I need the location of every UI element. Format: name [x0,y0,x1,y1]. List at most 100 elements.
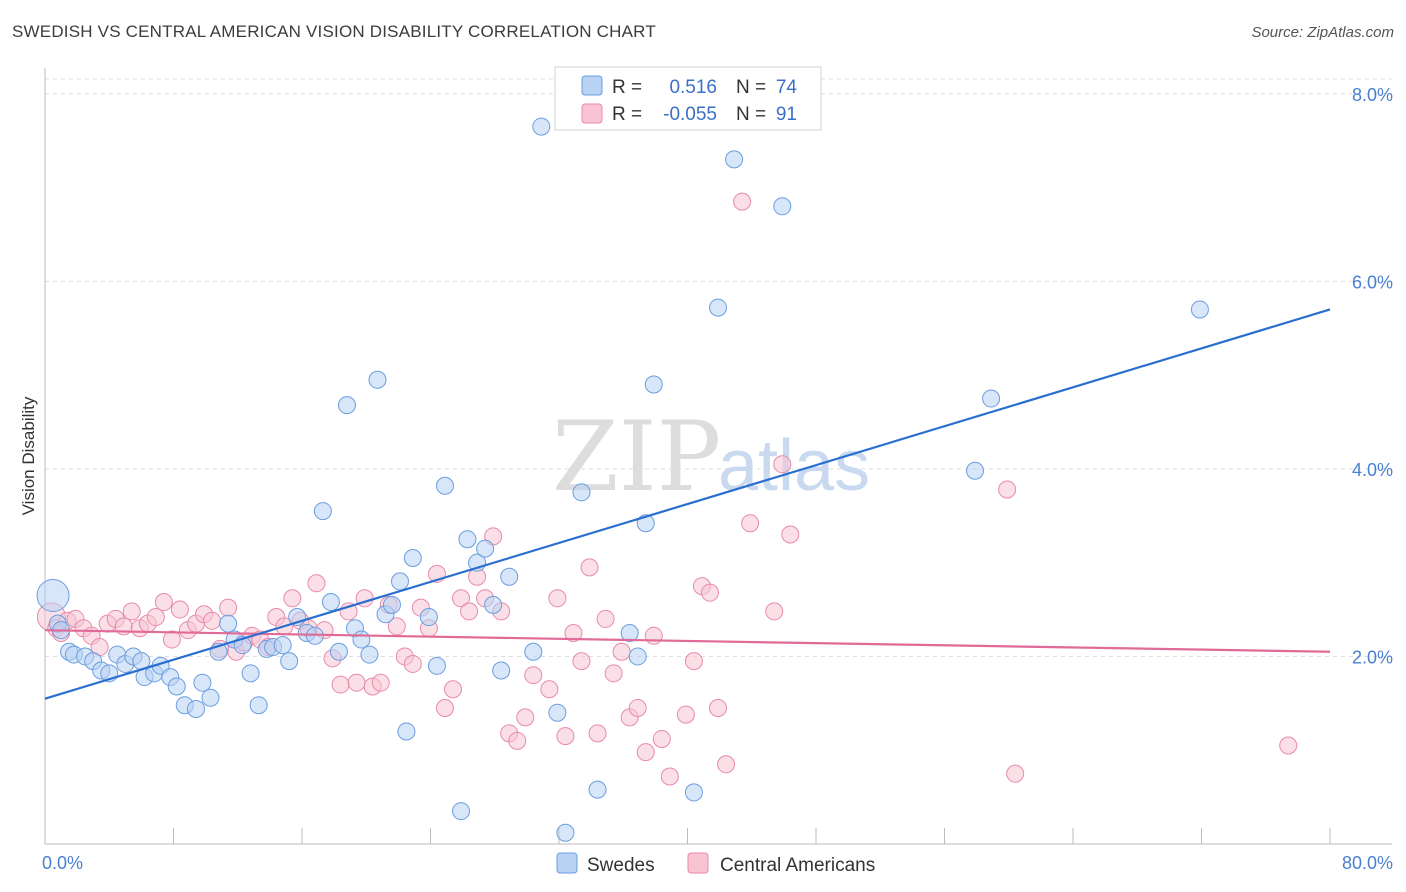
central-point [1279,736,1298,755]
swedes-point [458,530,477,549]
central-point [596,609,615,628]
central-point [540,680,559,699]
swedes-point [548,703,567,722]
central-point [219,598,238,617]
swedes-point [352,630,371,649]
swedes-point [321,593,340,612]
swedes-point [219,614,238,633]
central-legend-swatch [581,103,603,124]
central-point [146,608,165,627]
chart-title: SWEDISH VS CENTRAL AMERICAN VISION DISAB… [12,22,656,41]
swedes-point [1190,300,1209,319]
swedes-point [337,396,356,415]
central-point [524,666,543,685]
central-point [628,699,647,718]
watermark: ZIP atlas [552,401,870,513]
central-point [660,767,679,786]
swedes-legend-swatch [581,75,603,96]
central-point [170,600,189,619]
swedes-point [644,375,663,394]
central-point [283,589,302,608]
swedes-point [397,722,416,741]
swedes-point [684,783,703,802]
central-point [516,708,535,727]
swedes-point [280,652,299,671]
swedes-point [427,656,446,675]
central-point [636,743,655,762]
y-tick-label: 2.0% [1352,647,1393,667]
swedes-point [620,623,639,642]
central-point [435,699,454,718]
swedes-point [186,699,205,718]
swedes-point [628,647,647,666]
trend-lines [44,308,1331,700]
central-point [347,673,366,692]
swedes-point [36,578,70,612]
central-point [460,602,479,621]
correlation-legend: R = 0.516 N = 74 R = -0.055 N = 91 [554,66,822,131]
central-point [765,602,784,621]
y-tick-label: 4.0% [1352,460,1393,480]
central-point [644,626,663,645]
swedes-point [167,677,186,696]
axes [44,68,1392,845]
swedes-point [382,595,401,614]
swedes-point [193,673,212,692]
central-bottom-swatch [687,852,709,874]
central-point [556,727,575,746]
central-point [588,724,607,743]
central-point [684,652,703,671]
swedes-trend-line [44,308,1331,700]
central-point [387,617,406,636]
swedes-point [390,572,409,591]
central-point [371,673,390,692]
swedes-point [201,688,220,707]
central-point [403,654,422,673]
swedes-point [725,150,744,169]
swedes-point [556,823,575,842]
swedes-n-value: 74 [776,77,798,98]
central-point [709,699,728,718]
source-label: Source: ZipAtlas.com [1251,24,1394,41]
swedes-point [452,802,471,821]
swedes-point [773,197,792,216]
central-point [652,729,671,748]
x-tick-label: 0.0% [42,853,83,873]
central-point [452,589,471,608]
swedes-r-value: 0.516 [669,77,717,98]
y-tick-label: 8.0% [1352,85,1393,105]
central-point [612,642,631,661]
swedes-bottom-swatch [556,852,578,874]
x-tick-labels: 0.0% 80.0% [42,853,1393,873]
swedes-point [403,548,422,567]
central-point [564,623,583,642]
central-n-value: 91 [776,104,797,125]
central-point [307,574,326,593]
swedes-point [500,567,519,586]
swedes-point [435,476,454,495]
swedes-point [588,780,607,799]
swedes-point [532,117,551,136]
central-point [580,558,599,577]
swedes-point [966,461,985,480]
central-point [773,455,792,474]
central-point [1006,764,1025,783]
central-point [733,192,752,211]
swedes-point [241,664,260,683]
central-point [548,589,567,608]
swedes-point [273,636,292,655]
swedes-point [360,645,379,664]
central-point [700,583,719,602]
grid-lines [45,78,1392,657]
y-tick-label: 6.0% [1352,272,1393,292]
central-r-label: R = [612,104,642,125]
x-tick-label: 80.0% [1342,853,1393,873]
central-point [331,675,350,694]
central-r-value: -0.055 [663,104,717,125]
swedes-point [572,483,591,502]
swedes-points [36,117,1209,842]
watermark-atlas: atlas [718,426,870,506]
y-axis-label: Vision Disability [19,396,38,515]
central-point [572,652,591,671]
